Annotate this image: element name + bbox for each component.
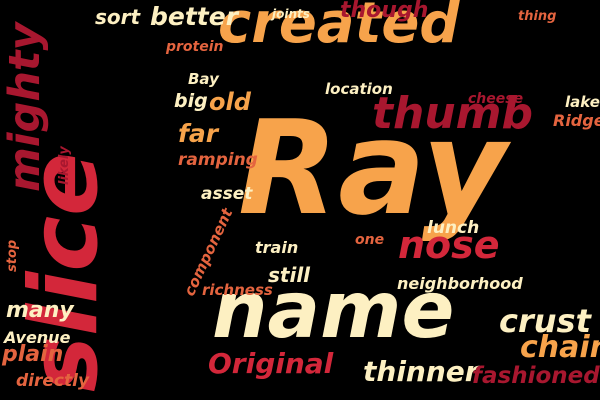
word-ray: Ray	[238, 92, 507, 244]
word-many: many	[6, 298, 74, 323]
word-richness: richness	[202, 281, 273, 299]
word-likely: likely	[57, 146, 72, 185]
word-though: though	[340, 0, 429, 23]
word-old: old	[209, 88, 251, 116]
word-ramping: ramping	[178, 150, 258, 170]
word-joints: joints	[272, 7, 310, 21]
word-ridge: Ridge	[553, 111, 600, 130]
word-still: still	[268, 263, 311, 287]
word-cheese: cheese	[468, 91, 524, 107]
word-lunch: lunch	[427, 218, 480, 238]
word-avenue: Avenue	[4, 328, 71, 347]
word-bay: Bay	[188, 70, 219, 88]
word-nose: nose	[398, 223, 500, 267]
word-chain: chain	[520, 330, 600, 365]
word-protein: protein	[166, 39, 224, 55]
word-created: created	[218, 0, 460, 56]
word-plain: plain	[2, 342, 64, 367]
word-train: train	[255, 238, 299, 257]
word-location: location	[325, 80, 393, 98]
word-stop: stop	[5, 239, 20, 272]
word-thumb: thumb	[372, 88, 534, 139]
word-original: Original	[208, 347, 334, 380]
word-neighborhood: neighborhood	[397, 274, 523, 293]
word-sort: sort	[95, 5, 141, 29]
word-one: one	[355, 232, 385, 248]
word-name: name	[212, 266, 455, 356]
word-lake: lake	[565, 93, 600, 111]
word-crust: crust	[499, 302, 591, 340]
word-asset: asset	[201, 184, 253, 204]
word-better: better	[150, 2, 239, 31]
word-big: big	[174, 90, 208, 112]
word-thing: thing	[518, 9, 557, 24]
word-far: far	[178, 119, 219, 148]
word-fashioned: fashioned	[472, 363, 600, 389]
word-mighty: mighty	[0, 22, 50, 192]
word-thinner: thinner	[363, 355, 479, 388]
word-directly: directly	[16, 371, 90, 391]
